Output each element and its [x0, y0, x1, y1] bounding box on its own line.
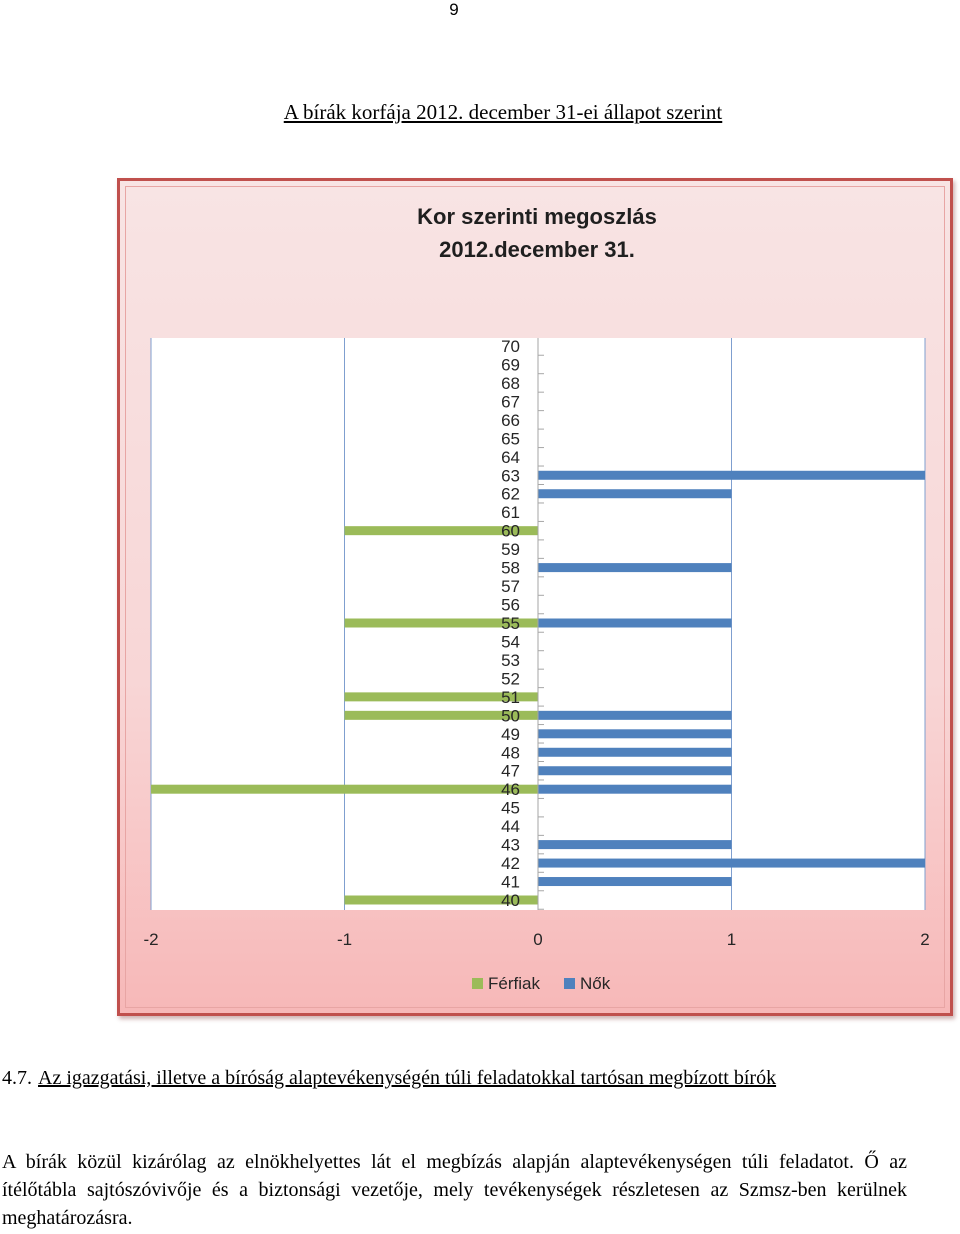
women-bar-43 — [538, 840, 732, 850]
x-tick-label: -1 — [337, 930, 352, 949]
y-tick-label: 56 — [501, 596, 520, 615]
y-tick-label: 46 — [501, 780, 520, 799]
section-number: 4.7. — [2, 1067, 32, 1089]
y-tick-label: 45 — [501, 799, 520, 818]
y-tick-label: 47 — [501, 762, 520, 781]
y-axis: 4041424344454647484950515253545556575859… — [501, 337, 544, 910]
y-tick-label: 57 — [501, 577, 520, 596]
y-tick-label: 66 — [501, 411, 520, 430]
y-tick-label: 44 — [501, 817, 520, 836]
legend-label: Nők — [580, 974, 611, 993]
women-bar-55 — [538, 618, 732, 628]
y-tick-label: 40 — [501, 891, 520, 910]
y-tick-label: 67 — [501, 392, 520, 411]
y-tick-label: 54 — [501, 632, 520, 651]
men-bar-40 — [344, 895, 538, 905]
women-bar-46 — [538, 784, 732, 794]
men-bar-60 — [344, 526, 538, 536]
y-tick-label: 48 — [501, 743, 520, 762]
x-axis: -2 -1 0 1 2 — [143, 930, 929, 949]
women-bar-41 — [538, 877, 732, 887]
legend-label: Férfiak — [488, 974, 540, 993]
y-tick-label: 50 — [501, 706, 520, 725]
y-tick-label: 55 — [501, 614, 520, 633]
y-tick-label: 65 — [501, 429, 520, 448]
x-tick-label: 2 — [920, 930, 929, 949]
women-bar-50 — [538, 710, 732, 720]
y-tick-label: 59 — [501, 540, 520, 559]
y-tick-label: 63 — [501, 466, 520, 485]
women-bar-47 — [538, 766, 732, 776]
women-bar-58 — [538, 563, 732, 573]
y-tick-label: 49 — [501, 725, 520, 744]
chart-svg: Kor szerinti megoszlás 2012.december 31.… — [143, 204, 929, 993]
age-distribution-chart: Kor szerinti megoszlás 2012.december 31.… — [117, 178, 953, 1016]
x-tick-label: 0 — [533, 930, 542, 949]
men-bar-51 — [344, 692, 538, 702]
legend-swatch — [564, 978, 575, 989]
y-tick-label: 62 — [501, 485, 520, 504]
women-bar-48 — [538, 747, 732, 757]
y-tick-label: 41 — [501, 873, 520, 892]
women-bar-49 — [538, 729, 732, 739]
y-tick-label: 53 — [501, 651, 520, 670]
section-heading: 4.7. Az igazgatási, illetve a bíróság al… — [2, 1064, 907, 1092]
women-bar-63 — [538, 470, 925, 480]
y-tick-label: 43 — [501, 836, 520, 855]
y-tick-label: 70 — [501, 337, 520, 356]
y-tick-label: 61 — [501, 503, 520, 522]
y-tick-label: 42 — [501, 854, 520, 873]
chart-title-line-2: 2012.december 31. — [439, 237, 635, 262]
y-tick-label: 58 — [501, 559, 520, 578]
y-tick-label: 60 — [501, 522, 520, 541]
y-tick-label: 51 — [501, 688, 520, 707]
women-bar-42 — [538, 858, 925, 868]
women-bar-62 — [538, 489, 732, 499]
y-tick-label: 64 — [501, 448, 520, 467]
chart-title-line-1: Kor szerinti megoszlás — [417, 204, 657, 229]
body-paragraph: A bírák közül kizárólag az elnökhelyette… — [2, 1151, 907, 1229]
page-number: 9 — [449, 0, 459, 19]
y-tick-label: 69 — [501, 355, 520, 374]
y-tick-label: 52 — [501, 669, 520, 688]
x-tick-label: 1 — [727, 930, 736, 949]
page-title: A bírák korfája 2012. december 31-ei áll… — [283, 100, 723, 124]
x-tick-label: -2 — [143, 930, 158, 949]
legend-swatch — [472, 978, 483, 989]
men-bar-46 — [151, 784, 538, 794]
men-bar-55 — [344, 618, 538, 628]
y-tick-label: 68 — [501, 374, 520, 393]
section-heading-text: Az igazgatási, illetve a bíróság alaptev… — [38, 1067, 777, 1089]
bars — [151, 470, 925, 905]
men-bar-50 — [344, 710, 538, 720]
legend: Férfiak Nők — [472, 974, 611, 993]
